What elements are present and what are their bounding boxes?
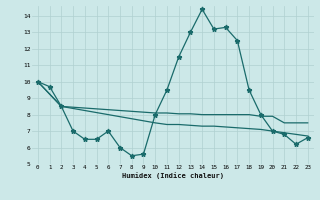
X-axis label: Humidex (Indice chaleur): Humidex (Indice chaleur) [122,172,224,179]
